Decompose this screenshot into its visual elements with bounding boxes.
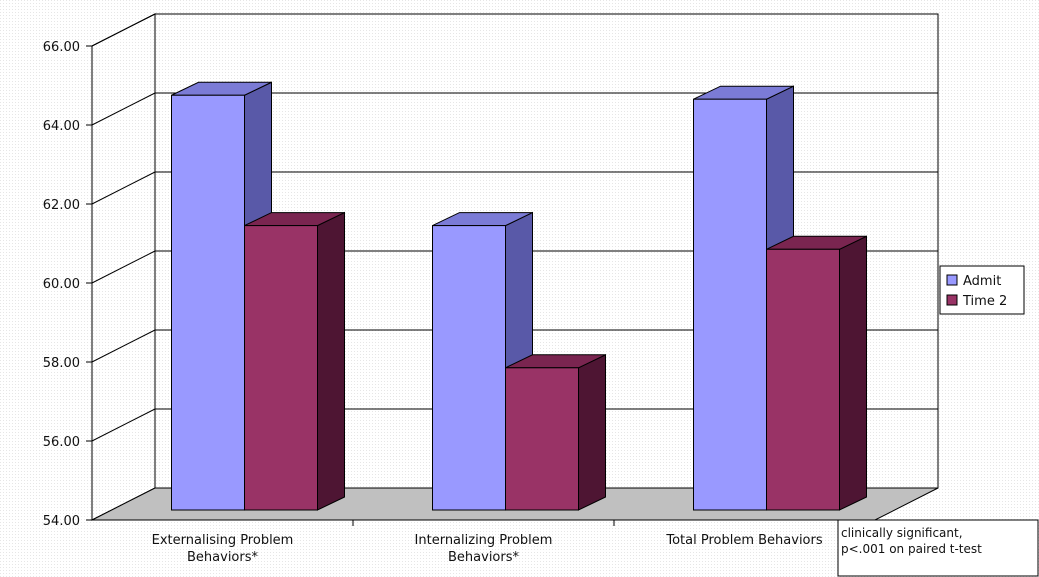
gridline-side — [91, 13, 156, 47]
annotation: clinically significant, p<.001 on paired … — [837, 519, 1039, 577]
x-category-label: Total Problem Behaviors — [665, 533, 823, 548]
bar-time2 — [766, 235, 867, 511]
bar-front — [244, 225, 318, 511]
annotation-text: clinically significant, — [841, 526, 963, 540]
annotation-text: p<.001 on paired t-test — [841, 542, 982, 556]
legend-label: Admit — [963, 274, 1001, 289]
gridline-side — [91, 329, 156, 363]
legend-swatch — [946, 274, 958, 286]
y-tick-label: 56.00 — [43, 435, 80, 450]
bar-front — [171, 94, 245, 511]
bar-side — [578, 354, 606, 511]
bar-front — [693, 98, 767, 511]
gridline-side — [91, 408, 156, 442]
annotation-box — [837, 519, 1039, 577]
bar-time2 — [505, 354, 606, 511]
gridline-side — [91, 92, 156, 126]
x-category-label: Externalising Problem Behaviors* — [152, 533, 294, 565]
bar-front — [505, 367, 579, 511]
legend-swatch — [946, 294, 958, 306]
legend-label: Time 2 — [962, 294, 1007, 309]
bar-time2 — [244, 211, 345, 511]
bar-side — [839, 235, 867, 511]
x-category-label: Internalizing Problem Behaviors* — [415, 533, 553, 565]
bar-front — [766, 248, 840, 511]
bar-front — [432, 225, 506, 511]
y-tick-label: 54.00 — [43, 514, 80, 529]
y-tick-label: 60.00 — [43, 277, 80, 292]
legend: Admit Time 2 — [939, 265, 1025, 315]
legend-box — [939, 265, 1025, 315]
y-tick-label: 66.00 — [43, 40, 80, 55]
bar-side — [317, 211, 345, 511]
y-tick-label: 64.00 — [43, 119, 80, 134]
y-tick-label: 58.00 — [43, 356, 80, 371]
gridline-side — [91, 171, 156, 205]
gridline-side — [91, 250, 156, 284]
y-tick-label: 62.00 — [43, 198, 80, 213]
